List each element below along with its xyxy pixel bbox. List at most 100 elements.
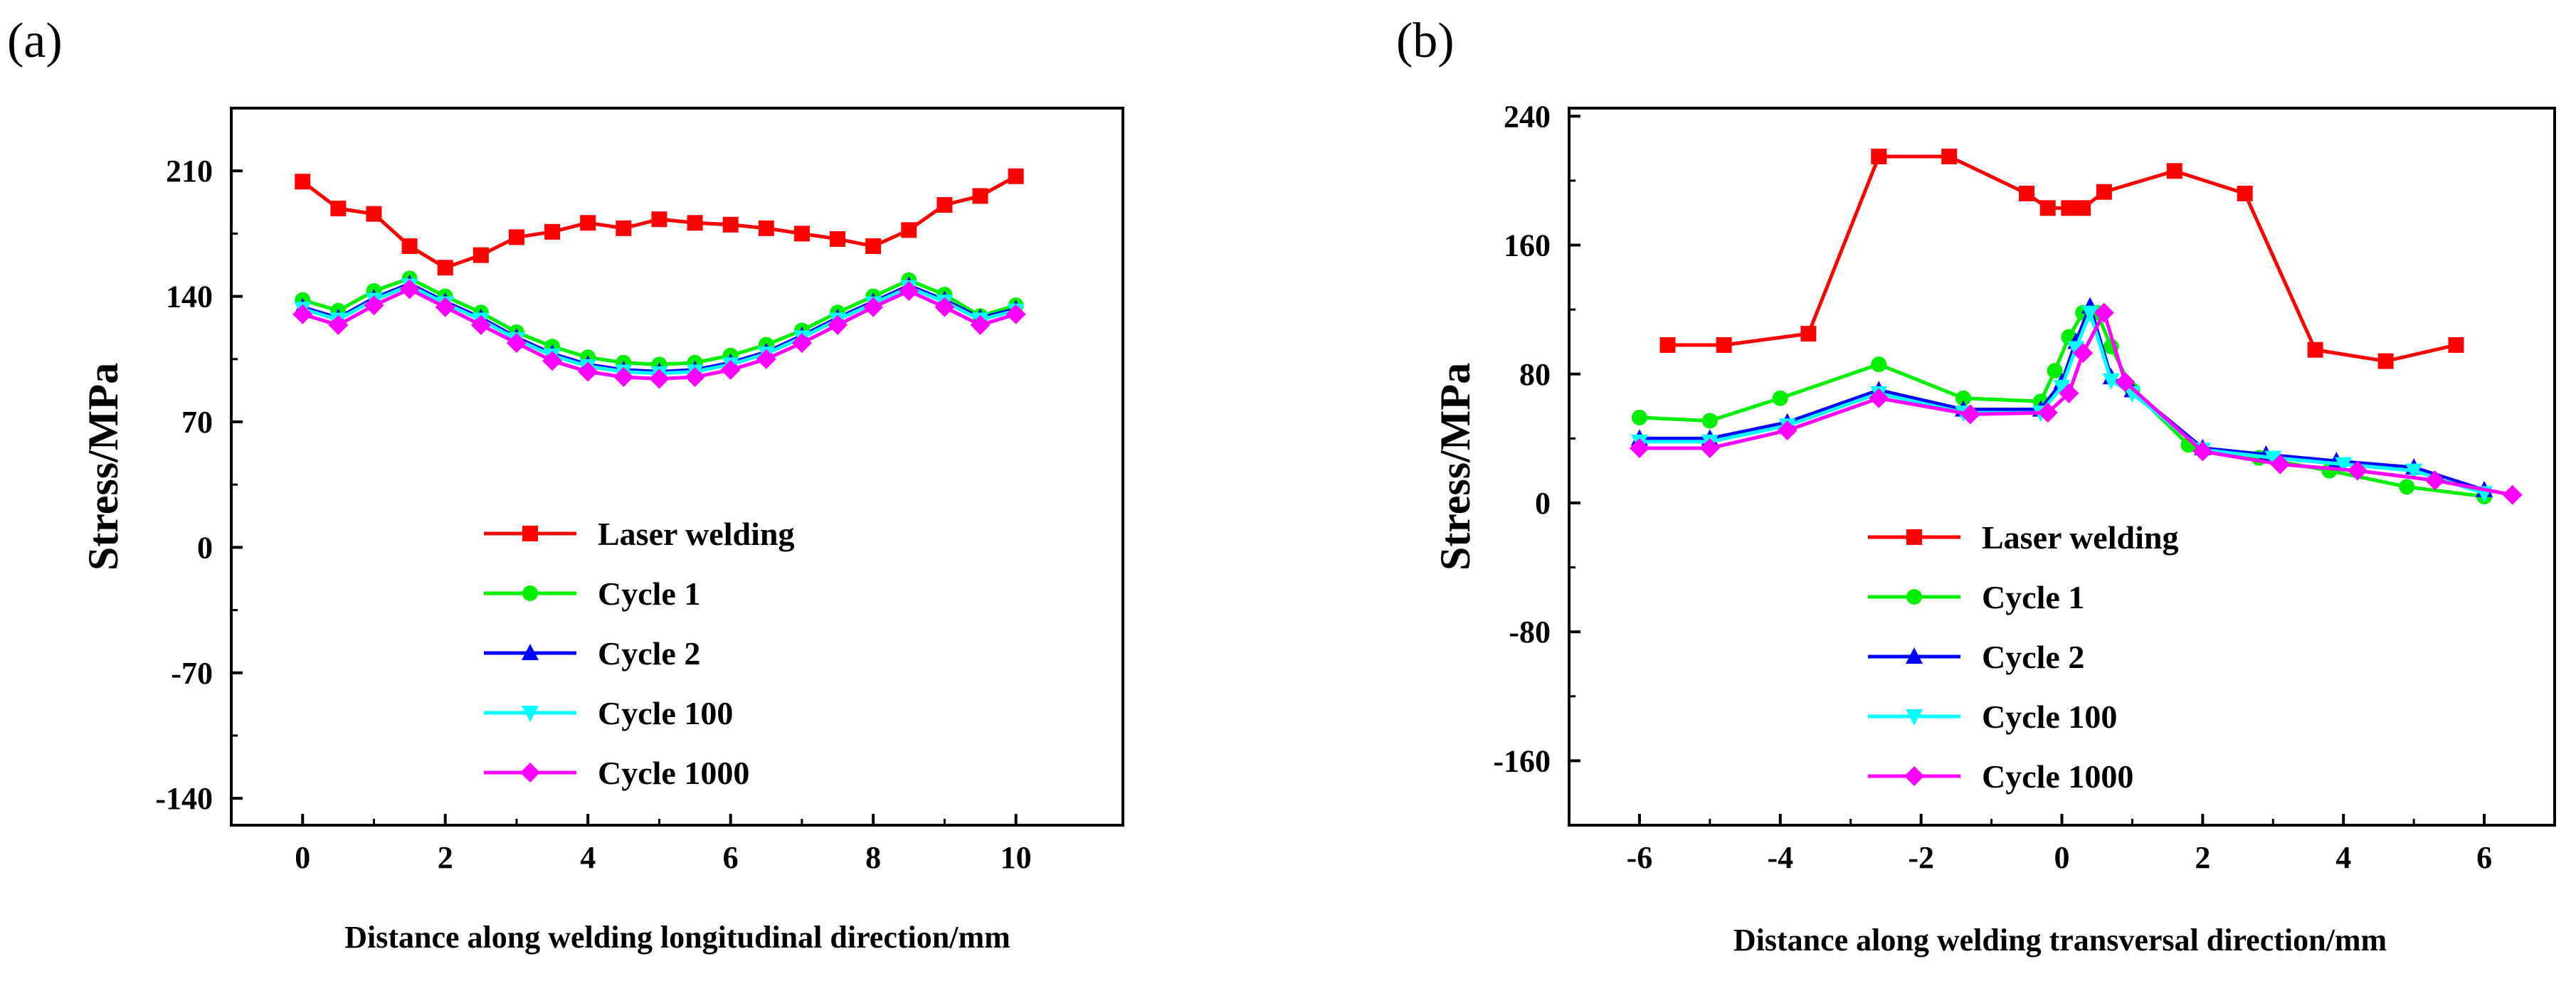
legend-label-cycle-1: Cycle 1 (1982, 579, 2084, 615)
data-point-laser-welding (830, 230, 846, 247)
data-point-cycle-1000 (1005, 304, 1026, 324)
y-tick-label: -160 (1493, 743, 1551, 778)
y-tick-label: 140 (166, 280, 213, 314)
legend-label-cycle-100: Cycle 100 (598, 695, 733, 731)
data-point-cycle-1000 (863, 297, 884, 317)
data-point-laser-welding (2019, 186, 2035, 202)
data-point-laser-welding (1941, 148, 1958, 164)
legend: Laser welding Cycle 1 Cycle 2 Cycle 100 Cycl… (1868, 519, 2178, 795)
legend-marker-cycle-1000 (1904, 766, 1924, 786)
data-point-cycle-1 (2399, 479, 2415, 495)
data-point-laser-welding (437, 260, 453, 276)
data-point-laser-welding (616, 220, 632, 236)
x-tick-label: -4 (1767, 840, 1793, 875)
data-point-cycle-1 (1631, 409, 1647, 425)
data-point-cycle-1000 (934, 297, 955, 317)
chart-panel-a: (a) 0 2 4 6 8 10 -140 -70 0 70 140 210 Distance along… (7, 14, 1124, 955)
data-point-cycle-1 (1701, 413, 1718, 429)
data-point-cycle-1000 (2073, 343, 2094, 364)
data-point-cycle-1000 (2192, 441, 2213, 462)
legend-label-cycle-1000: Cycle 1000 (598, 755, 749, 791)
data-point-cycle-1000 (578, 361, 598, 382)
x-tick-label: 10 (1001, 840, 1032, 875)
data-point-laser-welding (544, 223, 561, 240)
data-point-laser-welding (2307, 341, 2323, 358)
legend-label-cycle-100: Cycle 100 (1982, 699, 2117, 735)
data-point-cycle-1000 (542, 351, 563, 371)
data-point-cycle-100 (2053, 379, 2071, 396)
x-axis-title: Distance along welding longitudinal dire… (344, 920, 1010, 955)
data-point-laser-welding (2377, 353, 2394, 369)
data-point-laser-welding (972, 188, 988, 204)
series-line-laser-welding (1667, 154, 2457, 364)
data-point-cycle-1000 (1869, 388, 1889, 408)
data-point-laser-welding (1716, 336, 1732, 353)
legend-label-cycle-1: Cycle 1 (598, 576, 700, 612)
data-point-laser-welding (2075, 200, 2091, 216)
y-tick-label: 0 (1535, 486, 1551, 521)
legend-label-cycle-1000: Cycle 1000 (1982, 758, 2133, 795)
panel-label: (b) (1396, 14, 1455, 68)
data-point-laser-welding (2096, 184, 2112, 200)
data-point-cycle-1 (2047, 363, 2063, 379)
data-point-laser-welding (2237, 186, 2253, 202)
data-point-cycle-100 (2067, 341, 2085, 358)
chart-panel-b: (b) -6 -4 -2 0 2 4 6 -160 -80 0 80 160 240 Distance al… (1396, 14, 2556, 958)
legend-marker-cycle-100 (522, 706, 539, 722)
data-point-cycle-1000 (328, 314, 349, 335)
data-point-cycle-1000 (2094, 302, 2114, 323)
y-axis-title: Stress/MPa (1432, 363, 1479, 571)
data-point-cycle-100 (2081, 305, 2099, 322)
legend-marker-cycle-100 (1906, 709, 1923, 726)
panel-label: (a) (7, 14, 63, 68)
data-point-laser-welding (2166, 163, 2182, 179)
data-point-cycle-1000 (828, 314, 848, 335)
data-point-cycle-100 (2405, 463, 2423, 480)
data-point-cycle-1000 (2424, 470, 2445, 491)
data-point-cycle-1000 (1699, 438, 1720, 458)
x-tick-label: 8 (865, 840, 881, 875)
plot-frame (230, 107, 1124, 827)
x-tick-label: 6 (2476, 840, 2492, 875)
data-point-cycle-1000 (2502, 484, 2523, 505)
data-point-laser-welding (2448, 336, 2464, 353)
legend-label-laser-welding: Laser welding (598, 516, 794, 552)
data-point-laser-welding (330, 201, 347, 217)
legend-label-laser-welding: Laser welding (1982, 519, 2178, 556)
x-tick-label: -6 (1627, 840, 1653, 875)
y-tick-label: 0 (197, 530, 213, 565)
data-point-cycle-1 (1871, 356, 1887, 373)
data-point-laser-welding (758, 220, 774, 236)
data-point-laser-welding (722, 216, 739, 233)
data-point-laser-welding (651, 211, 667, 228)
legend-marker-cycle-2 (1906, 647, 1923, 664)
x-tick-label: 2 (2195, 840, 2210, 875)
x-tick-label: -2 (1908, 840, 1934, 875)
data-point-cycle-1000 (2115, 372, 2136, 393)
x-tick-label: 6 (723, 840, 739, 875)
data-point-cycle-1000 (435, 297, 455, 317)
data-point-cycle-1 (1955, 390, 1971, 406)
data-point-cycle-1000 (292, 304, 313, 324)
data-point-laser-welding (1800, 326, 1817, 342)
legend: Laser welding Cycle 1 Cycle 2 Cycle 100 Cycl… (484, 516, 794, 791)
y-tick-label: 240 (1504, 99, 1551, 134)
legend-marker-laser-welding (522, 526, 538, 541)
data-point-laser-welding (580, 215, 596, 231)
data-point-cycle-100 (2335, 457, 2353, 474)
data-point-cycle-1000 (2037, 403, 2058, 423)
data-point-laser-welding (1871, 148, 1887, 164)
data-point-laser-welding (366, 206, 382, 222)
data-point-cycle-1000 (720, 359, 741, 380)
data-point-laser-welding (473, 247, 489, 263)
data-point-cycle-100 (2102, 373, 2120, 390)
series-line-cycle-100 (1639, 311, 2485, 495)
y-tick-label: -80 (1509, 615, 1551, 649)
data-point-cycle-1000 (2348, 460, 2368, 481)
series-line-cycle-2 (1639, 304, 2485, 492)
x-tick-label: 0 (2054, 840, 2070, 875)
x-axis-title: Distance along welding transversal direc… (1733, 923, 2387, 958)
y-tick-label: 80 (1519, 357, 1551, 392)
data-point-laser-welding (865, 238, 882, 255)
